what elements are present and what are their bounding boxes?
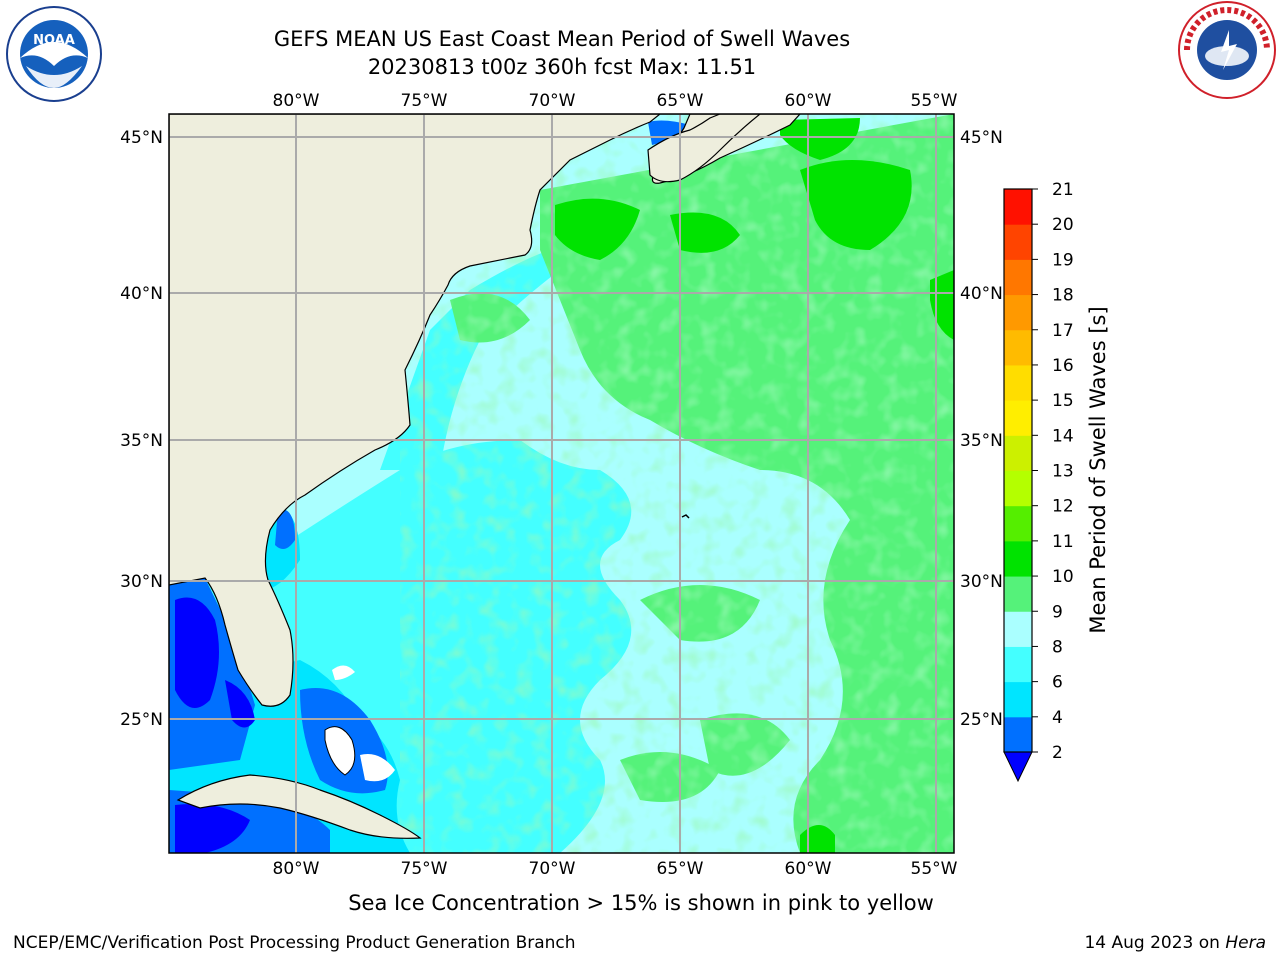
colorbar-tick-label: 13 xyxy=(1052,462,1074,482)
colorbar-band xyxy=(1004,576,1032,612)
colorbar-tick-label: 21 xyxy=(1052,180,1074,200)
colorbar-tick-label: 20 xyxy=(1052,215,1074,235)
noaa-logo-icon: NOAA xyxy=(6,6,102,102)
colorbar-tick-label: 9 xyxy=(1052,602,1063,622)
lon-label: 80°W xyxy=(273,859,320,879)
colorbar-band xyxy=(1004,611,1032,647)
lat-label: 25°N xyxy=(960,710,1003,730)
colorbar-band xyxy=(1004,681,1032,718)
swell-period-below-2-region xyxy=(175,597,219,708)
colorbar-tick-label: 12 xyxy=(1052,497,1074,517)
swell-period-10-11-patch xyxy=(800,160,912,250)
swell-period-below-2-region xyxy=(175,804,250,853)
island-bermuda xyxy=(681,514,690,519)
footer-credit: NCEP/EMC/Verification Post Processing Pr… xyxy=(13,933,576,953)
colorbar-tick-label: 8 xyxy=(1052,637,1063,657)
lon-label: 70°W xyxy=(529,859,576,879)
graticule xyxy=(169,114,954,853)
lat-label: 30°N xyxy=(120,572,163,592)
colorbar-bands xyxy=(1004,189,1032,753)
land-great-bahama-bank xyxy=(360,754,395,782)
footer-date: 14 Aug 2023 on Hera xyxy=(1084,933,1266,953)
colorbar-band xyxy=(1004,400,1032,436)
lat-label: 45°N xyxy=(960,128,1003,148)
lon-label: 55°W xyxy=(911,91,958,111)
lat-label: 40°N xyxy=(960,284,1003,304)
colorbar-band xyxy=(1004,364,1032,401)
lon-label: 60°W xyxy=(785,91,832,111)
land-little-bahama-bank xyxy=(332,665,355,680)
lat-labels-left: 45°N 40°N 35°N 30°N 25°N xyxy=(120,128,163,730)
colorbar-band xyxy=(1004,435,1032,471)
colorbar-band xyxy=(1004,259,1032,296)
noaa-logo-text: NOAA xyxy=(33,33,75,48)
map-subtitle: 20230813 t00z 360h fcst Max: 11.51 xyxy=(367,55,757,79)
colorbar-band xyxy=(1004,224,1032,260)
lat-label: 30°N xyxy=(960,572,1003,592)
lon-label: 75°W xyxy=(401,859,448,879)
swell-period-below-2-region xyxy=(225,680,255,728)
colorbar-band xyxy=(1004,505,1032,542)
colorbar-tick-label: 4 xyxy=(1052,708,1063,728)
colorbar: 2 4 6 8 9 10 11 12 13 14 15 16 17 18 19 20 21 Mean Perio… xyxy=(1003,180,1110,783)
sea-ice-note: Sea Ice Concentration > 15% is shown in … xyxy=(348,891,934,915)
lon-label: 75°W xyxy=(401,91,448,111)
colorbar-tick-label: 17 xyxy=(1052,321,1074,341)
colorbar-tick-label: 15 xyxy=(1052,391,1074,411)
colorbar-ticks: 2 4 6 8 9 10 11 12 13 14 15 16 17 18 19 20 21 xyxy=(1032,180,1074,763)
colorbar-band xyxy=(1004,329,1032,366)
colorbar-tick-label: 2 xyxy=(1052,743,1063,763)
lon-label: 65°W xyxy=(657,91,704,111)
lat-label: 25°N xyxy=(120,710,163,730)
colorbar-band xyxy=(1004,540,1032,577)
lon-label: 55°W xyxy=(911,859,958,879)
lon-label: 80°W xyxy=(273,91,320,111)
map-area xyxy=(169,114,954,853)
footer-date-text: 14 Aug 2023 on xyxy=(1084,933,1220,953)
colorbar-tick-label: 10 xyxy=(1052,567,1074,587)
land-cuba xyxy=(176,774,422,839)
lat-label: 35°N xyxy=(960,431,1003,451)
colorbar-band xyxy=(1004,646,1032,683)
colorbar-tick-label: 18 xyxy=(1052,286,1074,306)
colorbar-tick-label: 11 xyxy=(1052,532,1074,552)
lat-label: 35°N xyxy=(120,431,163,451)
colorbar-band xyxy=(1004,470,1032,507)
map-title: GEFS MEAN US East Coast Mean Period of S… xyxy=(273,27,851,51)
colorbar-band xyxy=(1004,189,1032,225)
swell-period-2-4-region xyxy=(275,509,295,549)
footer-host: Hera xyxy=(1225,933,1266,953)
swell-period-10-11-patch xyxy=(555,198,640,260)
national-weather-service-logo-icon xyxy=(1178,1,1276,99)
colorbar-band xyxy=(1004,294,1032,331)
colorbar-tick-label: 19 xyxy=(1052,250,1074,270)
lon-labels-top: 80°W 75°W 70°W 65°W 60°W 55°W xyxy=(273,91,958,111)
lon-label: 70°W xyxy=(529,91,576,111)
colorbar-tick-label: 14 xyxy=(1052,426,1074,446)
colorbar-label: Mean Period of Swell Waves [s] xyxy=(1086,306,1110,633)
swell-period-10-11-patch xyxy=(780,118,860,160)
map-frame xyxy=(168,113,955,854)
colorbar-extend-triangle xyxy=(1003,751,1033,783)
lon-label: 65°W xyxy=(657,859,704,879)
land-andros-island xyxy=(324,726,356,776)
lat-label: 40°N xyxy=(120,284,163,304)
lat-labels-right: 45°N 40°N 35°N 30°N 25°N xyxy=(960,128,1003,730)
lon-labels-bottom: 80°W 75°W 70°W 65°W 60°W 55°W xyxy=(273,859,958,879)
swell-period-10-11-patch xyxy=(670,212,740,253)
colorbar-tick-label: 16 xyxy=(1052,356,1074,376)
lon-label: 60°W xyxy=(785,859,832,879)
lat-label: 45°N xyxy=(120,128,163,148)
colorbar-tick-label: 6 xyxy=(1052,673,1063,693)
colorbar-band xyxy=(1004,716,1032,753)
land-nova-scotia xyxy=(647,114,761,183)
